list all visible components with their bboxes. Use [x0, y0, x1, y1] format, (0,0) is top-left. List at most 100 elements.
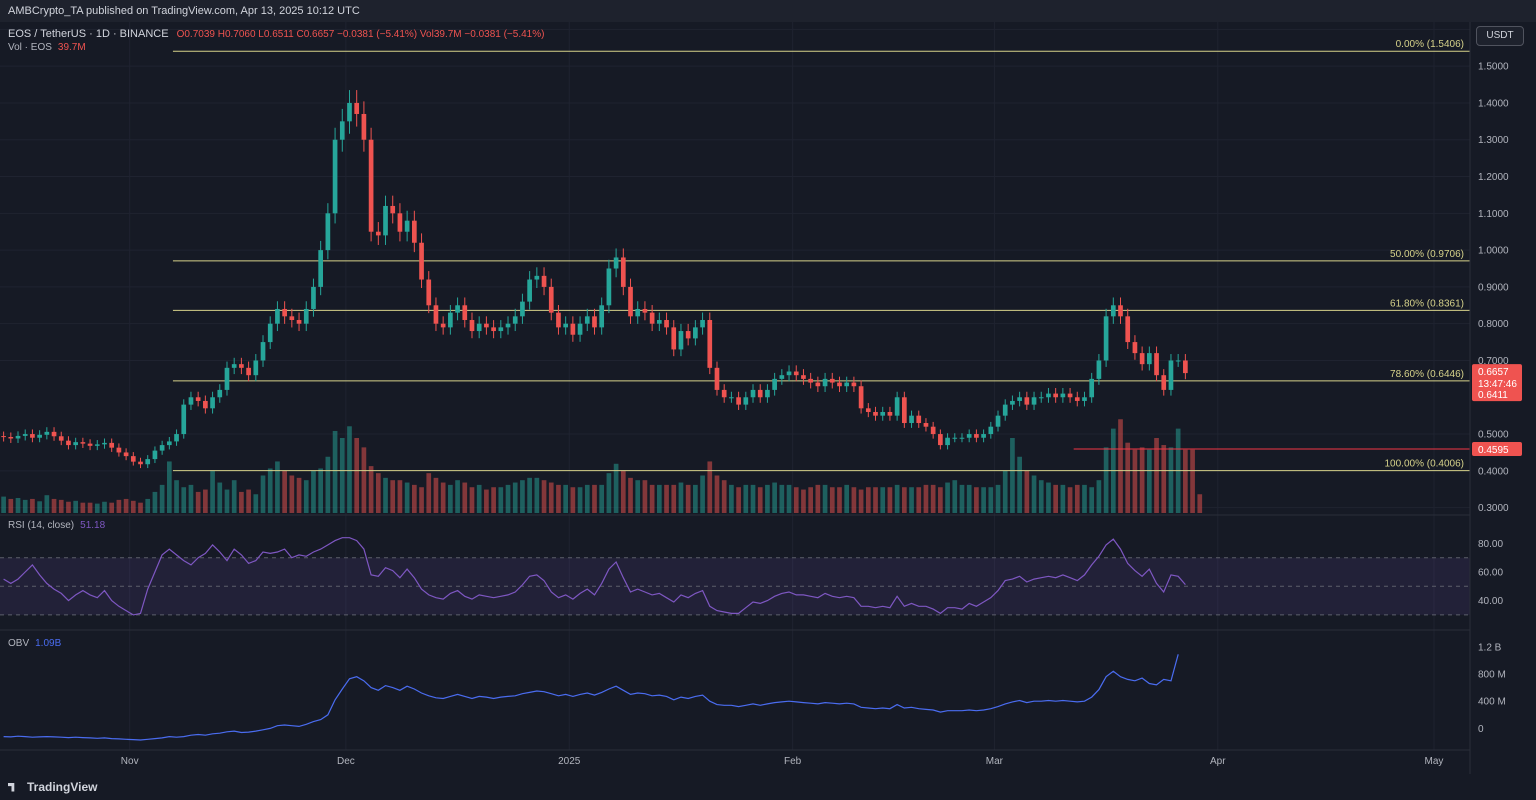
candle-137: [988, 421, 994, 439]
candle-body-30: [217, 389, 223, 398]
candle-54: [390, 195, 396, 224]
volume-bar-134: [966, 484, 972, 513]
candle-136: [981, 429, 986, 443]
volume-bar-76: [548, 482, 554, 513]
candle-body-45: [325, 213, 331, 251]
candle-body-34: [246, 367, 251, 376]
volume-bar-139: [1002, 470, 1008, 513]
tradingview-logo: TradingView: [8, 780, 97, 794]
candle-56: [404, 210, 410, 242]
candle-21: [152, 446, 158, 464]
volume-bar-67: [484, 489, 489, 513]
candle-139: [1002, 399, 1008, 421]
candle-body-28: [203, 400, 208, 409]
candle-108: [779, 369, 785, 385]
obv-legend[interactable]: OBV 1.09B: [8, 638, 62, 649]
candle-body-144: [1038, 397, 1044, 399]
candle-12: [87, 439, 93, 451]
candle-39: [282, 301, 287, 324]
symbol-title[interactable]: EOS / TetherUS · 1D · BINANCE O0.7039 H0.…: [8, 28, 544, 40]
volume-legend[interactable]: Vol · EOS 39.7M: [8, 42, 86, 53]
volume-bar-85: [613, 463, 619, 513]
volume-bar-79: [570, 487, 576, 513]
volume-bar-150: [1082, 484, 1087, 513]
price-tag-text-low: 0.6411: [1478, 390, 1508, 401]
volume-bar-51: [368, 466, 374, 513]
volume-bar-77: [556, 484, 561, 513]
candle-body-128: [923, 423, 929, 427]
volume-bar-141: [1017, 456, 1022, 513]
rsi-legend[interactable]: RSI (14, close) 51.18: [8, 520, 106, 531]
candle-156: [1125, 308, 1131, 349]
candle-32: [231, 357, 237, 375]
candle-16: [116, 443, 122, 457]
candle-body-145: [1046, 393, 1051, 398]
candle-body-146: [1053, 393, 1059, 398]
candle-113: [815, 376, 821, 393]
candle-body-40: [289, 316, 295, 321]
candle-114: [822, 372, 828, 393]
candle-15: [109, 438, 115, 452]
candle-148: [1067, 387, 1073, 403]
volume-bar-38: [275, 461, 280, 513]
candle-147: [1060, 387, 1066, 403]
volume-bar-124: [894, 484, 900, 513]
volume-bar-86: [620, 470, 626, 513]
candle-body-38: [275, 308, 280, 324]
candle-59: [426, 271, 432, 314]
volume-bar-82: [592, 484, 597, 513]
candle-body-149: [1074, 397, 1080, 401]
candle-104: [750, 384, 756, 403]
candle-body-71: [512, 316, 518, 324]
volume-bar-8: [58, 499, 64, 513]
obv-panel: 1.2 B 800 M 400 M 0: [3, 642, 1506, 741]
candle-body-53: [383, 205, 388, 236]
volume-bar-105: [757, 487, 763, 513]
candle-body-8: [58, 436, 64, 441]
candle-body-3: [22, 434, 28, 436]
candle-22: [159, 440, 165, 455]
candle-body-142: [1024, 397, 1030, 405]
price-tag-low: [1472, 387, 1522, 402]
candle-body-36: [260, 342, 266, 361]
candle-body-98: [707, 320, 713, 368]
volume-bar-34: [246, 489, 251, 513]
candle-body-61: [440, 323, 446, 328]
candle-103: [743, 391, 749, 410]
candle-body-73: [527, 279, 532, 302]
candle-96: [693, 320, 698, 346]
candle-body-70: [505, 323, 511, 328]
candle-body-2: [15, 435, 21, 439]
volume-bar-36: [260, 475, 266, 513]
candle-body-50: [361, 113, 367, 140]
candle-body-33: [239, 364, 244, 368]
rsi-panel: 80.00 60.00 40.00: [0, 537, 1503, 616]
chart-area[interactable]: 0.00% (1.5406) 50.00% (0.9706) 61.80% (0.8…: [0, 22, 1536, 774]
candle-body-135: [974, 434, 979, 438]
volume-bar-116: [837, 487, 842, 513]
candle-body-161: [1161, 375, 1167, 390]
candle-116: [837, 376, 842, 393]
volume-bar-19: [138, 502, 143, 513]
candle-55: [397, 203, 403, 242]
candle-body-35: [253, 360, 259, 376]
rsi-tick-1: 60.00: [1478, 568, 1503, 579]
candle-38: [275, 301, 280, 332]
candle-body-152: [1096, 360, 1102, 379]
candle-body-6: [44, 431, 50, 435]
candle-162: [1168, 354, 1174, 396]
volume-bar-103: [743, 484, 749, 513]
currency-selector[interactable]: USDT: [1476, 26, 1524, 46]
volume-bar-55: [397, 480, 403, 513]
obv-tick-1: 800 M: [1478, 670, 1506, 681]
volume-bar-132: [952, 480, 958, 513]
candle-body-82: [592, 316, 597, 328]
candle-118: [851, 376, 857, 393]
candle-163: [1175, 354, 1181, 367]
volume-bar-31: [224, 489, 230, 513]
price-tag-support: [1472, 441, 1522, 456]
candle-10: [73, 437, 79, 450]
candle-105: [757, 384, 763, 403]
candle-131: [945, 433, 950, 450]
candle-body-116: [837, 382, 842, 387]
